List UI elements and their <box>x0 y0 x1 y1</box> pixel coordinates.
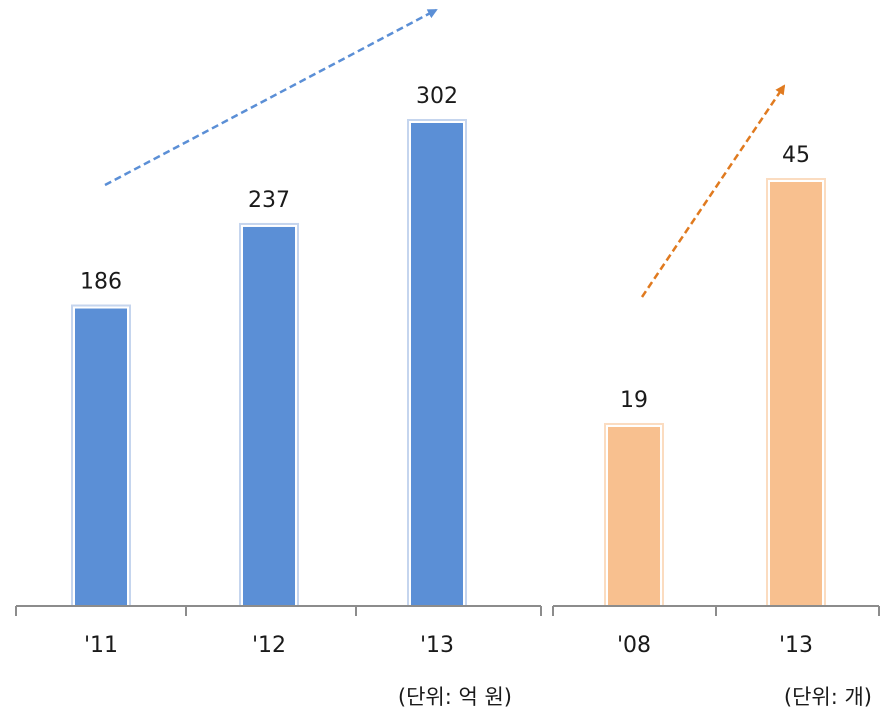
right-trend-arrow <box>640 84 786 298</box>
right-axis-ticks <box>552 606 880 616</box>
left-bar-2 <box>411 123 463 606</box>
left-value-label-1: 237 <box>248 188 290 213</box>
left-tick-labels: '11 '12 '13 <box>84 633 454 658</box>
left-bar-1 <box>243 226 295 606</box>
left-tick-label-1: '12 <box>252 633 286 658</box>
right-tick-label-1: '13 <box>779 633 813 658</box>
left-tick-label-2: '13 <box>420 633 454 658</box>
left-axis-ticks <box>15 606 542 616</box>
left-value-label-0: 186 <box>80 270 122 295</box>
right-value-label-1: 45 <box>782 143 810 168</box>
right-unit-label: (단위: 개) <box>784 685 872 709</box>
right-tick-label-0: '08 <box>617 633 651 658</box>
left-tick-label-0: '11 <box>84 633 118 658</box>
left-bar-0 <box>75 308 127 606</box>
right-value-label-0: 19 <box>620 388 648 413</box>
right-tick-labels: '08 '13 <box>617 633 813 658</box>
chart-left: 186 237 302 '11 '12 '13 (단위: 억 원) <box>15 8 542 709</box>
left-value-labels: 186 237 302 <box>80 84 458 295</box>
left-unit-label: (단위: 억 원) <box>398 685 512 709</box>
left-value-label-2: 302 <box>416 84 458 109</box>
left-bars <box>71 119 467 608</box>
left-trend-arrow <box>104 8 438 187</box>
right-bars <box>604 178 826 607</box>
right-bar-0 <box>608 426 660 606</box>
right-bar-1 <box>770 182 822 606</box>
